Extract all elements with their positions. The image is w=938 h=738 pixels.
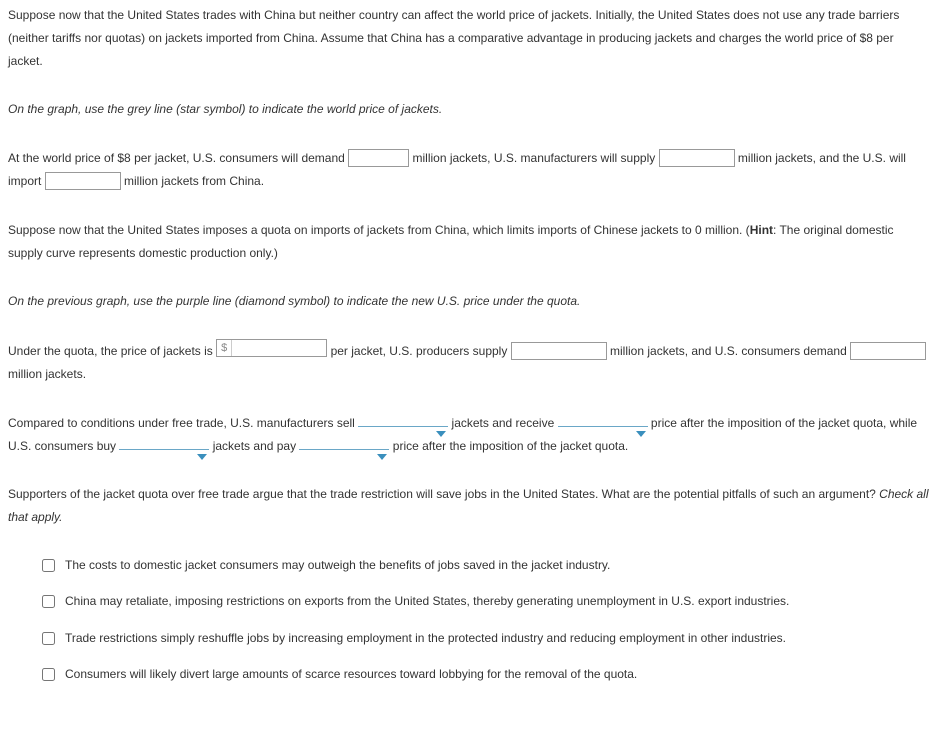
pitfalls-question: Supporters of the jacket quota over free… (8, 483, 930, 529)
option-label: Consumers will likely divert large amoun… (65, 664, 930, 684)
text: million jackets, U.S. manufacturers will… (409, 151, 658, 165)
text: Compared to conditions under free trade,… (8, 416, 358, 430)
price-input-wrap: $ (216, 339, 327, 357)
option-row: The costs to domestic jacket consumers m… (42, 555, 930, 575)
compare-fill: Compared to conditions under free trade,… (8, 412, 930, 458)
option-checkbox-3[interactable] (42, 632, 55, 645)
chevron-down-icon (436, 431, 446, 437)
world-price-fill: At the world price of $8 per jacket, U.S… (8, 147, 930, 193)
currency-symbol: $ (217, 340, 232, 356)
quota-price-input[interactable] (232, 340, 326, 356)
chevron-down-icon (377, 454, 387, 460)
text: On the graph, use the grey line (star sy… (8, 102, 442, 116)
text: jackets and pay (209, 439, 299, 453)
option-checkbox-1[interactable] (42, 559, 55, 572)
option-checkbox-2[interactable] (42, 595, 55, 608)
quota-fill: Under the quota, the price of jackets is… (8, 339, 930, 386)
option-row: Consumers will likely divert large amoun… (42, 664, 930, 684)
option-checkbox-4[interactable] (42, 668, 55, 681)
supply-input[interactable] (659, 149, 735, 167)
text: million jackets, and U.S. consumers dema… (607, 344, 850, 358)
text: price after the imposition of the jacket… (389, 439, 628, 453)
chevron-down-icon (636, 431, 646, 437)
option-label: Trade restrictions simply reshuffle jobs… (65, 628, 930, 648)
consumers-buy-dropdown[interactable] (119, 449, 209, 450)
instruction-world-price: On the graph, use the grey line (star sy… (8, 98, 930, 121)
text: At the world price of $8 per jacket, U.S… (8, 151, 348, 165)
hint-label: Hint (750, 223, 773, 237)
text: Under the quota, the price of jackets is (8, 344, 216, 358)
text: jackets and receive (448, 416, 557, 430)
option-row: China may retaliate, imposing restrictio… (42, 591, 930, 611)
option-label: China may retaliate, imposing restrictio… (65, 591, 930, 611)
option-row: Trade restrictions simply reshuffle jobs… (42, 628, 930, 648)
manufacturers-price-dropdown[interactable] (558, 426, 648, 427)
intro-paragraph: Suppose now that the United States trade… (8, 4, 930, 72)
quota-demand-input[interactable] (850, 342, 926, 360)
checkbox-group: The costs to domestic jacket consumers m… (8, 555, 930, 685)
option-label: The costs to domestic jacket consumers m… (65, 555, 930, 575)
instruction-quota-price: On the previous graph, use the purple li… (8, 290, 930, 313)
text: per jacket, U.S. producers supply (327, 344, 510, 358)
chevron-down-icon (197, 454, 207, 460)
manufacturers-sell-dropdown[interactable] (358, 426, 448, 427)
quota-paragraph: Suppose now that the United States impos… (8, 219, 930, 265)
text: million jackets. (8, 367, 86, 381)
text: Supporters of the jacket quota over free… (8, 487, 879, 501)
text: Suppose now that the United States trade… (8, 8, 899, 68)
quota-supply-input[interactable] (511, 342, 607, 360)
demand-input[interactable] (348, 149, 409, 167)
consumers-price-dropdown[interactable] (299, 449, 389, 450)
text: Suppose now that the United States impos… (8, 223, 750, 237)
text: On the previous graph, use the purple li… (8, 294, 580, 308)
text: million jackets from China. (121, 174, 264, 188)
import-input[interactable] (45, 172, 121, 190)
